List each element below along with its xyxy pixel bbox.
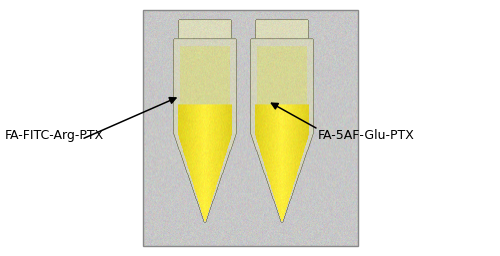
Text: FA-FITC-Arg-PTX: FA-FITC-Arg-PTX — [5, 129, 104, 142]
Text: FA-5AF-Glu-PTX: FA-5AF-Glu-PTX — [318, 129, 414, 142]
Bar — [142, 10, 358, 246]
